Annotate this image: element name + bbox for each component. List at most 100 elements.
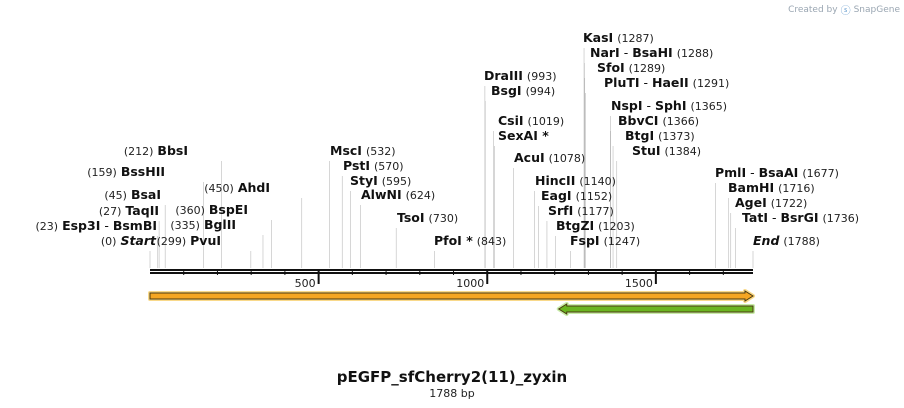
- restriction-site-label: NarI - BsaHI (1288): [590, 45, 713, 60]
- enzyme-name: PluTI: [604, 75, 640, 90]
- restriction-site-label: BbvCI (1366): [618, 113, 699, 128]
- restriction-site-label: (27) TaqII: [99, 203, 159, 218]
- enzyme-name: NarI: [590, 45, 620, 60]
- enzyme-name: TatI: [742, 210, 768, 225]
- feature-arrows: [148, 289, 755, 316]
- site-position: (1788): [783, 235, 820, 248]
- name-separator: -: [620, 45, 632, 60]
- restriction-site-label: (159) BssHII: [87, 164, 165, 179]
- enzyme-name: BssHII: [121, 164, 165, 179]
- enzyme-name: BsgI: [491, 83, 522, 98]
- enzyme-name: Start: [120, 233, 157, 248]
- site-position: (1384): [665, 145, 702, 158]
- name-separator: -: [643, 98, 655, 113]
- enzyme-name: AcuI: [514, 150, 545, 165]
- restriction-site-label: TatI - BsrGI (1736): [742, 210, 859, 225]
- enzyme-name: BsaHI: [632, 45, 673, 60]
- restriction-site-label: PmlI - BsaAI (1677): [715, 165, 839, 180]
- site-position: (1366): [662, 115, 699, 128]
- enzyme-name: HincII: [535, 173, 575, 188]
- site-position: (0): [101, 235, 117, 248]
- site-position: (45): [104, 189, 127, 202]
- enzyme-name: BtgI: [625, 128, 654, 143]
- restriction-site-label: StuI (1384): [632, 143, 701, 158]
- enzyme-name: PmlI: [715, 165, 746, 180]
- site-position: (595): [382, 175, 412, 188]
- restriction-site-label: SfoI (1289): [597, 60, 665, 75]
- enzyme-name: AhdI: [238, 180, 270, 195]
- restriction-site-label: BsgI (994): [491, 83, 555, 98]
- backbone-strand-top: [150, 269, 753, 271]
- site-position: (1716): [778, 182, 815, 195]
- enzyme-name: BsrGI: [780, 210, 818, 225]
- restriction-site-label: EagI (1152): [541, 188, 612, 203]
- site-position: (570): [374, 160, 404, 173]
- restriction-site-label: PstI (570): [343, 158, 404, 173]
- dna-backbone: [150, 269, 753, 274]
- restriction-site-label: AlwNI (624): [361, 187, 435, 202]
- restriction-site-label: HincII (1140): [535, 173, 616, 188]
- name-separator: -: [640, 75, 652, 90]
- ruler: 500 1000 1500: [183, 271, 724, 290]
- name-separator: -: [768, 210, 780, 225]
- site-position: (1288): [677, 47, 714, 60]
- restriction-site-label: PluTI - HaeII (1291): [604, 75, 729, 90]
- site-position: (212): [124, 145, 154, 158]
- restriction-site-label: (23) Esp3I - BsmBI: [36, 218, 158, 233]
- site-position: (843): [477, 235, 507, 248]
- restriction-site-label: CsiI (1019): [498, 113, 564, 128]
- enzyme-name: PfoI *: [434, 233, 473, 248]
- enzyme-name: BsaI: [131, 187, 161, 202]
- site-position: (23): [36, 220, 59, 233]
- restriction-site-label: AcuI (1078): [514, 150, 585, 165]
- site-position: (624): [406, 189, 436, 202]
- site-position: (27): [99, 205, 122, 218]
- watermark-brand: SnapGene: [853, 4, 900, 15]
- restriction-site-label: BtgI (1373): [625, 128, 695, 143]
- site-labels: (0) Start(23) Esp3I - BsmBI(27) TaqII(45…: [36, 30, 860, 248]
- site-position: (1019): [528, 115, 565, 128]
- restriction-site-label: DraIII (993): [484, 68, 557, 83]
- restriction-site-label: NspI - SphI (1365): [611, 98, 727, 113]
- site-position: (450): [204, 182, 234, 195]
- enzyme-name: AlwNI: [361, 187, 402, 202]
- restriction-site-label: TsoI (730): [397, 210, 458, 225]
- restriction-site-label: SexAI *: [498, 128, 549, 143]
- green-feature: [556, 302, 755, 316]
- enzyme-name: PvuI: [190, 233, 221, 248]
- enzyme-name: BtgZI: [556, 218, 594, 233]
- watermark: Created by ⓢ SnapGene: [788, 2, 900, 18]
- enzyme-name: BspEI: [209, 202, 248, 217]
- plasmid-name: pEGFP_sfCherry2(11)_zyxin: [336, 368, 568, 386]
- site-leader-lines: [149, 48, 754, 268]
- enzyme-name: PstI: [343, 158, 370, 173]
- enzyme-name: BbsI: [157, 143, 188, 158]
- restriction-site-label: PfoI * (843): [434, 233, 506, 248]
- restriction-site-label: FspI (1247): [570, 233, 640, 248]
- site-position: (1291): [693, 77, 730, 90]
- restriction-site-label: (45) BsaI: [104, 187, 161, 202]
- snapgene-logo-icon: ⓢ: [840, 6, 851, 17]
- site-position: (1722): [771, 197, 808, 210]
- enzyme-name: FspI: [570, 233, 600, 248]
- enzyme-name: BsmBI: [113, 218, 157, 233]
- site-position: (1365): [690, 100, 727, 113]
- enzyme-name: StuI: [632, 143, 661, 158]
- site-position: (1736): [822, 212, 859, 225]
- name-separator: -: [100, 218, 112, 233]
- enzyme-name: BbvCI: [618, 113, 658, 128]
- enzyme-name: EagI: [541, 188, 572, 203]
- ruler-tick-label: 1500: [625, 277, 653, 290]
- enzyme-name: End: [753, 233, 780, 248]
- restriction-site-label: (0) Start: [101, 233, 157, 248]
- site-position: (1140): [579, 175, 616, 188]
- restriction-site-label: (360) BspEI: [175, 202, 248, 217]
- site-position: (532): [366, 145, 396, 158]
- enzyme-name: MscI: [330, 143, 362, 158]
- site-position: (299): [157, 235, 187, 248]
- site-position: (730): [429, 212, 459, 225]
- enzyme-name: TsoI: [397, 210, 425, 225]
- site-position: (159): [87, 166, 117, 179]
- site-position: (1177): [577, 205, 614, 218]
- enzyme-name: SphI: [655, 98, 687, 113]
